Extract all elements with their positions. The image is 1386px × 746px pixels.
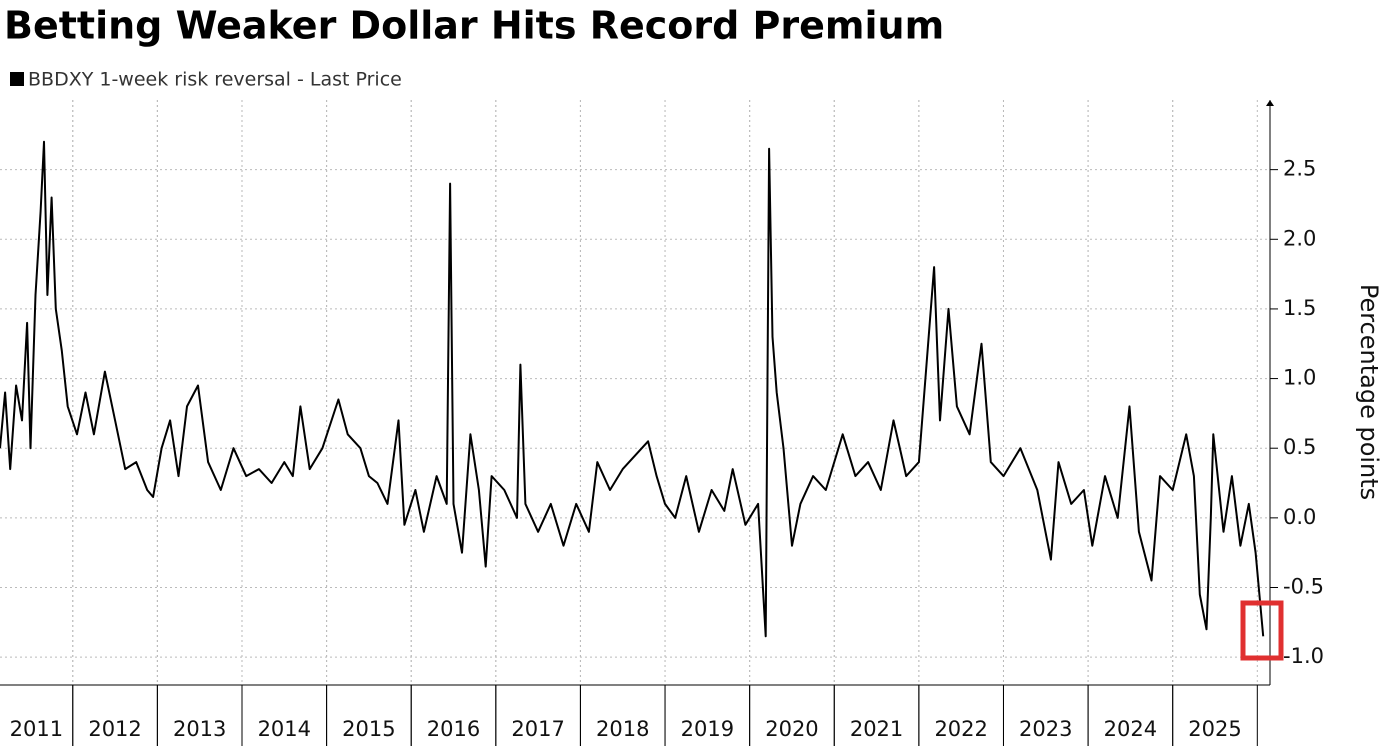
x-tick-label: 2012: [88, 717, 141, 741]
series-line: [0, 140, 1265, 638]
y-tick-label: 1.0: [1283, 366, 1316, 390]
y-axis-label: Percentage points: [1355, 284, 1383, 500]
x-tick-label: 2020: [765, 717, 818, 741]
y-tick-label: 0.5: [1283, 435, 1316, 459]
y-tick-label: -0.5: [1283, 575, 1324, 599]
x-tick-label: 2014: [258, 717, 311, 741]
x-tick-label: 2023: [1019, 717, 1072, 741]
x-tick-label: 2011: [10, 717, 63, 741]
chart-title: Betting Weaker Dollar Hits Record Premiu…: [4, 4, 944, 48]
x-tick-label: 2015: [342, 717, 395, 741]
x-tick-label: 2013: [173, 717, 226, 741]
highlight-box: [1240, 600, 1284, 661]
x-tick-label: 2025: [1188, 717, 1241, 741]
axis-arrow: [1266, 100, 1274, 106]
x-tick-label: 2016: [427, 717, 480, 741]
y-tick-label: 1.5: [1283, 296, 1316, 320]
legend-label: BBDXY 1-week risk reversal - Last Price: [28, 69, 402, 91]
y-tick-label: 2.5: [1283, 157, 1316, 181]
y-tick-label: 2.0: [1283, 226, 1316, 250]
x-tick-label: 2017: [511, 717, 564, 741]
y-tick-label: 0.0: [1283, 505, 1316, 529]
x-tick-label: 2022: [934, 717, 987, 741]
legend-swatch: [10, 72, 24, 86]
x-tick-label: 2021: [850, 717, 903, 741]
x-tick-label: 2024: [1104, 717, 1157, 741]
x-tick-label: 2018: [596, 717, 649, 741]
x-tick-label: 2019: [681, 717, 734, 741]
y-tick-label: -1.0: [1283, 644, 1324, 668]
